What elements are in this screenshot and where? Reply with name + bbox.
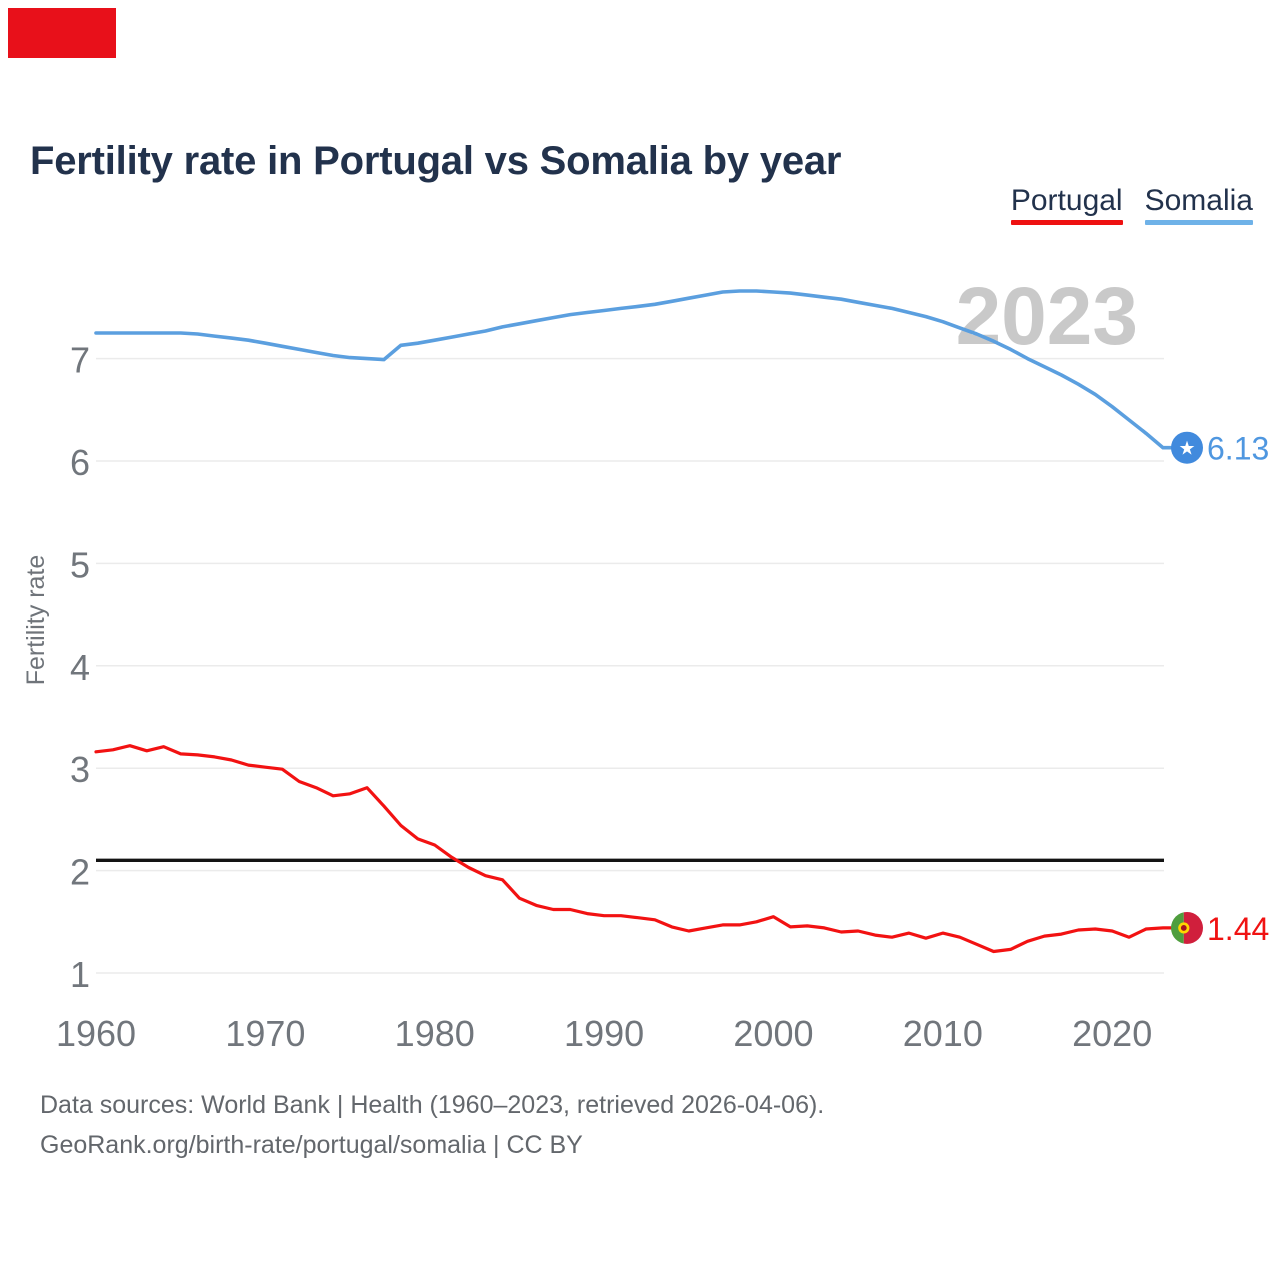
somalia-end-marker: ★	[1171, 431, 1203, 464]
somalia-flag-icon	[1171, 431, 1203, 464]
legend-item-somalia[interactable]: Somalia	[1144, 184, 1253, 225]
y-tick-label: 5	[70, 544, 90, 585]
y-tick-label: 6	[70, 442, 90, 483]
y-tick-label: 7	[70, 340, 90, 381]
portugal-line[interactable]	[94, 744, 1173, 954]
star-icon: ★	[1178, 439, 1195, 460]
x-tick-label: 2000	[733, 1013, 813, 1054]
y-tick-label: 4	[70, 647, 90, 688]
x-tick-label: 1990	[564, 1013, 644, 1054]
legend-underline-somalia	[1144, 220, 1253, 225]
legend-item-portugal[interactable]: Portugal	[1010, 184, 1123, 225]
portugal-end-marker	[1171, 911, 1203, 944]
page-title: Fertility rate in Portugal vs Somalia by…	[30, 138, 842, 183]
annotation-box	[8, 8, 116, 58]
somalia-end-value: 6.13	[1207, 431, 1269, 467]
attribution-line: GeoRank.org/birth-rate/portugal/somalia …	[40, 1131, 583, 1159]
y-tick-label: 2	[70, 852, 90, 893]
x-tick-label: 1980	[395, 1013, 475, 1054]
portugal-end-value: 1.44	[1207, 911, 1269, 947]
source-line: Data sources: World Bank | Health (1960–…	[40, 1091, 825, 1119]
legend-underline-portugal	[1010, 220, 1123, 225]
watermark-year: 2023	[956, 271, 1138, 362]
x-tick-label: 1960	[56, 1013, 136, 1054]
legend-label-somalia: Somalia	[1144, 184, 1253, 217]
portugal-flag-icon	[1171, 911, 1203, 944]
y-tick-label: 3	[70, 749, 90, 790]
legend-label-portugal: Portugal	[1010, 184, 1123, 217]
y-tick-label: 1	[70, 954, 90, 995]
data-sources: Data sources: World Bank | Health (1960–…	[40, 1085, 824, 1165]
x-tick-label: 2010	[903, 1013, 983, 1054]
legend: Portugal Somalia	[1010, 184, 1253, 225]
somalia-line[interactable]	[94, 289, 1173, 450]
x-tick-label: 2020	[1072, 1013, 1152, 1054]
x-tick-label: 1970	[225, 1013, 305, 1054]
y-axis-title: Fertility rate	[22, 555, 50, 686]
